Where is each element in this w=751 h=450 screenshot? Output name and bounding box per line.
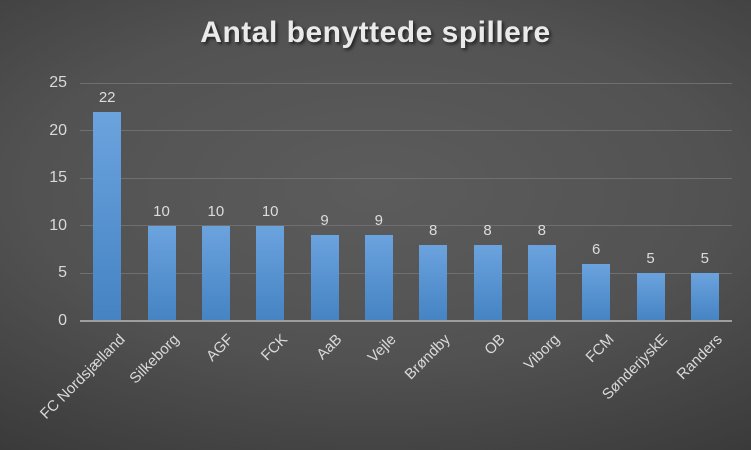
x-axis-category-label: OB xyxy=(481,331,509,359)
x-axis-category-label: Vejle xyxy=(364,331,400,367)
bar-FCK xyxy=(256,225,285,321)
x-axis-labels: FC Nordsjælland Silkeborg AGF FCK AaB Vejle Br… xyxy=(37,321,732,441)
x-axis-category-label: Brøndby xyxy=(402,331,455,384)
bar-Viborg xyxy=(527,244,556,321)
bar-Vejle xyxy=(364,235,393,321)
gridline xyxy=(80,272,732,274)
x-axis-category-label: AaB xyxy=(313,331,346,364)
bar-value-label: 5 xyxy=(700,250,709,268)
gridline xyxy=(80,82,732,84)
y-axis-tick-label: 20 xyxy=(49,121,67,139)
y-axis-tick-label: 25 xyxy=(49,74,67,91)
bar-value-label: 10 xyxy=(207,202,225,220)
x-axis-category-label: AGF xyxy=(203,331,237,365)
gridline xyxy=(80,225,732,227)
bar-value-label: 5 xyxy=(646,250,655,268)
bar-AGF xyxy=(201,225,230,321)
bar-value-label: 8 xyxy=(428,221,438,239)
x-axis-category-label: FCK xyxy=(257,331,292,365)
bar-value-label: 9 xyxy=(320,212,329,230)
bar-OB xyxy=(473,244,502,321)
bar-FC Nordsjælland xyxy=(93,111,122,321)
bar-value-label: 9 xyxy=(374,212,383,230)
plot-area: 0 5 10 15 20 25 FC Nordsjælland Silkeborg AGF FCK… xyxy=(37,74,732,423)
bar-value-label: 22 xyxy=(98,88,116,106)
bar-value-label: 10 xyxy=(153,202,170,220)
bar-value-label: 8 xyxy=(483,221,492,239)
bar-value-label: 6 xyxy=(591,240,601,258)
x-axis-category-label: Viborg xyxy=(520,331,563,374)
bar-value-label: 10 xyxy=(261,202,279,220)
gridline xyxy=(80,130,732,132)
y-axis-tick-label: 10 xyxy=(49,216,67,234)
bar-Randers xyxy=(690,273,719,321)
y-axis-tick-label: 0 xyxy=(58,312,67,329)
y-axis-tick-label: 15 xyxy=(49,169,67,187)
bar-Brøndby xyxy=(419,244,448,321)
x-axis-line xyxy=(80,320,732,322)
bar-value-label: 8 xyxy=(537,221,546,239)
bar-Silkeborg xyxy=(147,225,176,321)
x-axis-category-label: Silkeborg xyxy=(126,331,183,388)
y-axis-tick-label: 5 xyxy=(58,264,67,282)
bar-AaB xyxy=(310,235,339,321)
bar-FCM xyxy=(582,263,611,321)
x-axis-category-label: FC Nordsjælland xyxy=(36,331,129,423)
gridline xyxy=(80,177,732,179)
bar-SønderjyskE xyxy=(636,273,665,321)
chart-title: Antal benyttede spillere xyxy=(200,16,551,49)
x-axis-category-label: Randers xyxy=(673,331,726,384)
x-axis-category-label: FCM xyxy=(582,331,618,367)
